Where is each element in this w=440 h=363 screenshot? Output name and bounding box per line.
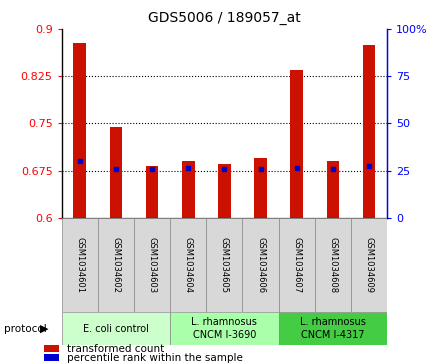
Text: ▶: ▶ <box>40 323 48 334</box>
Bar <box>170 312 279 345</box>
Text: GSM1034608: GSM1034608 <box>328 237 337 293</box>
Bar <box>326 161 339 218</box>
Bar <box>290 70 303 218</box>
Bar <box>351 218 387 312</box>
Text: GSM1034605: GSM1034605 <box>220 237 229 293</box>
Bar <box>218 164 231 218</box>
Text: GSM1034609: GSM1034609 <box>365 237 374 293</box>
Bar <box>242 218 279 312</box>
Text: GSM1034606: GSM1034606 <box>256 237 265 293</box>
Bar <box>279 218 315 312</box>
Text: GSM1034607: GSM1034607 <box>292 237 301 293</box>
Text: GSM1034601: GSM1034601 <box>75 237 84 293</box>
Bar <box>206 218 242 312</box>
Bar <box>146 166 158 218</box>
Text: L. rhamnosus
CNCM I-3690: L. rhamnosus CNCM I-3690 <box>191 317 257 340</box>
Bar <box>62 218 98 312</box>
Title: GDS5006 / 189057_at: GDS5006 / 189057_at <box>148 11 301 25</box>
Text: percentile rank within the sample: percentile rank within the sample <box>67 352 243 363</box>
Bar <box>315 218 351 312</box>
Bar <box>170 218 206 312</box>
Text: L. rhamnosus
CNCM I-4317: L. rhamnosus CNCM I-4317 <box>300 317 366 340</box>
Text: GSM1034602: GSM1034602 <box>111 237 121 293</box>
Bar <box>134 218 170 312</box>
Bar <box>98 218 134 312</box>
Text: GSM1034603: GSM1034603 <box>147 237 157 293</box>
Text: protocol: protocol <box>4 323 47 334</box>
Text: GSM1034604: GSM1034604 <box>184 237 193 293</box>
Bar <box>73 43 86 218</box>
Bar <box>254 158 267 218</box>
Bar <box>44 354 59 361</box>
Bar <box>110 127 122 218</box>
Bar <box>62 312 170 345</box>
Bar <box>279 312 387 345</box>
Bar <box>182 161 194 218</box>
Text: E. coli control: E. coli control <box>83 323 149 334</box>
Bar <box>363 45 375 218</box>
Bar <box>44 345 59 352</box>
Text: transformed count: transformed count <box>67 343 165 354</box>
